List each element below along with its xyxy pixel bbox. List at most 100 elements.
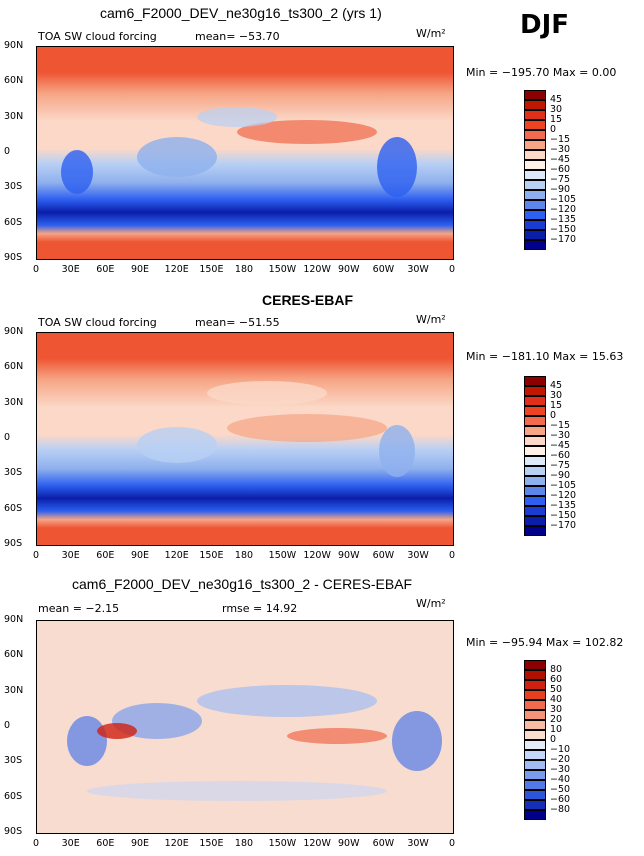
lon-tick-label: 30W (407, 550, 429, 561)
colorbar-cell (524, 496, 546, 506)
colorbar-label: −30 (550, 144, 571, 155)
colorbar-label: 0 (550, 124, 557, 135)
lat-tick-label: 90S (4, 538, 23, 549)
colorbar-label: 45 (550, 94, 563, 105)
colorbar-cell (524, 170, 546, 180)
colorbar-label: −40 (550, 774, 571, 785)
colorbar-label: 50 (550, 684, 563, 695)
colorbar-cell (524, 790, 546, 800)
colorbar-cell (524, 810, 546, 820)
colorbar-label: −150 (550, 510, 577, 521)
colorbar-cell (524, 456, 546, 466)
lat-tick-label: 60S (4, 790, 23, 802)
lon-tick-label: 30W (407, 264, 429, 275)
colorbar-label: 40 (550, 694, 563, 705)
colorbar-cell (524, 780, 546, 790)
colorbar-label: −60 (550, 794, 571, 805)
colorbar-cell (524, 750, 546, 760)
colorbar-cell (524, 730, 546, 740)
lat-tick-label: 60S (4, 216, 23, 228)
panel-3-map (36, 620, 454, 834)
lon-tick-label: 150E (199, 838, 224, 849)
colorbar-label: −60 (550, 164, 571, 175)
colorbar-cell (524, 416, 546, 426)
colorbar-cell (524, 800, 546, 810)
colorbar-cell (524, 690, 546, 700)
lon-tick-label: 0 (448, 550, 456, 561)
colorbar-cell (524, 110, 546, 120)
panel-3-mean: mean = −2.15 (38, 602, 120, 615)
lon-tick-label: 180 (234, 838, 254, 849)
season-label: DJF (520, 10, 570, 40)
panel-2-minmax: Min = −181.10 Max = 15.63 (466, 350, 624, 363)
colorbar-cell (524, 506, 546, 516)
lon-tick-label: 90W (338, 264, 360, 275)
lon-tick-label: 120W (303, 550, 331, 561)
colorbar-label: 30 (550, 390, 563, 401)
colorbar-label: −90 (550, 470, 571, 481)
colorbar-cell (524, 710, 546, 720)
colorbar-label: −105 (550, 480, 577, 491)
colorbar-cell (524, 396, 546, 406)
colorbar-label: 10 (550, 724, 563, 735)
colorbar-label: −60 (550, 450, 571, 461)
lat-tick-label: 30N (4, 110, 24, 122)
panel-1-mean: mean= −53.70 (195, 30, 280, 43)
colorbar-cell (524, 446, 546, 456)
lat-tick-label: 60S (4, 502, 23, 514)
colorbar-label: −135 (550, 214, 577, 225)
colorbar-cell (524, 120, 546, 130)
colorbar-label: 0 (550, 410, 557, 421)
lon-tick-label: 30E (61, 838, 80, 849)
lon-tick-label: 120E (164, 838, 189, 849)
panel-2-field-label: TOA SW cloud forcing (38, 316, 157, 329)
panel-3-title: cam6_F2000_DEV_ne30g16_ts300_2 - CERES-E… (72, 576, 413, 592)
colorbar-cell (524, 160, 546, 170)
lon-tick-label: 90W (338, 838, 360, 849)
colorbar-cell (524, 376, 546, 386)
lon-tick-label: 0 (32, 264, 40, 275)
lon-tick-label: 60W (372, 838, 395, 849)
colorbar-label: 15 (550, 114, 563, 125)
panel-2-units: W/m² (416, 313, 446, 326)
colorbar-cell (524, 476, 546, 486)
lon-tick-label: 120W (303, 264, 331, 275)
lat-tick-label: 90N (4, 326, 24, 337)
colorbar-label: −120 (550, 204, 577, 215)
colorbar-label: −90 (550, 184, 571, 195)
panel-1-field (37, 47, 453, 259)
colorbar-label: −135 (550, 500, 577, 511)
lon-tick-label: 150E (199, 264, 224, 275)
colorbar-label: −10 (550, 744, 571, 755)
colorbar-label: −80 (550, 804, 571, 815)
lat-tick-label: 60N (4, 361, 24, 373)
colorbar-label: −150 (550, 224, 577, 235)
lon-tick-label: 150E (199, 550, 224, 561)
panel-3-units: W/m² (416, 597, 446, 610)
lon-tick-label: 90E (130, 550, 150, 561)
colorbar-cell (524, 200, 546, 210)
colorbar-label: 15 (550, 400, 563, 411)
colorbar-label: −15 (550, 420, 571, 431)
colorbar-cell (524, 386, 546, 396)
colorbar-label: −15 (550, 134, 571, 145)
colorbar-cell (524, 466, 546, 476)
colorbar-cell (524, 150, 546, 160)
colorbar-label: 30 (550, 104, 563, 115)
lon-tick-label: 90W (338, 550, 360, 561)
lon-tick-label: 0 (448, 264, 456, 275)
lon-tick-label: 150W (268, 838, 297, 849)
panel-3-field (37, 621, 453, 833)
panel-1-field-label: TOA SW cloud forcing (38, 30, 157, 43)
colorbar-label: 0 (550, 734, 557, 745)
lon-tick-label: 60W (372, 550, 395, 561)
colorbar-label: −170 (550, 234, 577, 245)
colorbar-label: 80 (550, 664, 563, 675)
lon-tick-label: 30E (61, 264, 80, 275)
lon-tick-label: 90E (130, 838, 150, 849)
colorbar-label: −170 (550, 520, 577, 531)
panel-2-title: CERES-EBAF (262, 292, 354, 308)
lon-tick-label: 0 (32, 838, 40, 849)
colorbar-cell (524, 436, 546, 446)
lon-tick-label: 180 (234, 264, 254, 275)
